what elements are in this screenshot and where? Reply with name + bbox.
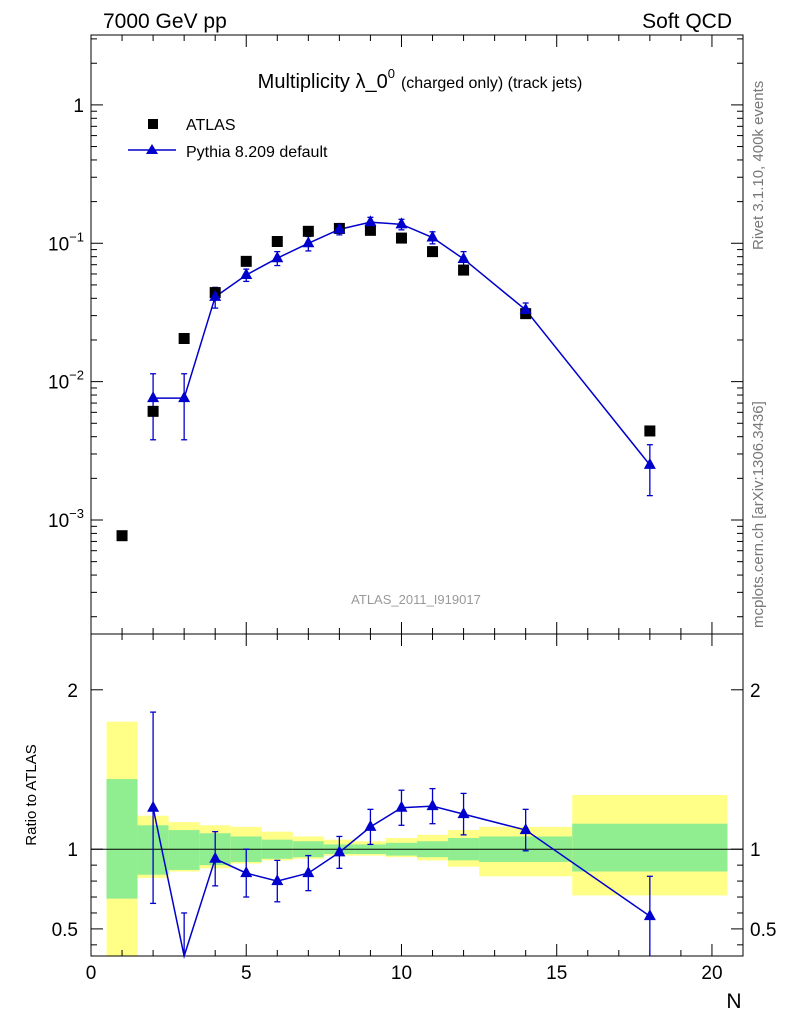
ratio-y-tick-label: 1 xyxy=(67,840,78,861)
main-y-tick-label: 1 xyxy=(73,96,84,117)
ratio-x-tick-label: 20 xyxy=(701,963,722,984)
pythia-point xyxy=(147,391,160,403)
ratio-x-tick-label: 15 xyxy=(546,963,567,984)
pythia-point xyxy=(364,215,377,227)
ratio-y-axis-label: Ratio to ATLAS xyxy=(23,744,40,845)
pythia-point xyxy=(240,267,253,279)
ratio-pythia-point xyxy=(209,851,222,863)
legend-pythia-marker xyxy=(146,144,158,154)
ratio-bands xyxy=(91,721,743,956)
ratio-pythia-point xyxy=(519,823,532,835)
pythia-point xyxy=(271,251,284,263)
ratio-green-band xyxy=(168,830,200,870)
ratio-y-tick-label-right: 0.5 xyxy=(750,920,776,941)
main-y-tick-label: 10−1 xyxy=(48,229,84,255)
ratio-plot-frame xyxy=(90,633,744,957)
legend-pythia-label: Pythia 8.209 default xyxy=(186,144,328,161)
pythia-point xyxy=(426,230,439,242)
chart-title-main: Multiplicity λ_0 xyxy=(258,71,388,93)
ratio-pythia-point xyxy=(364,819,377,831)
pythia-point xyxy=(395,217,408,229)
atlas-point xyxy=(271,235,283,247)
analysis-watermark: ATLAS_2011_I919017 xyxy=(351,592,481,607)
atlas-point xyxy=(427,246,439,258)
atlas-point xyxy=(147,405,159,417)
main-axes: 1 10−1 10−2 10−3 xyxy=(48,35,744,634)
ratio-pythia-point xyxy=(395,800,408,812)
ratio-axes: 0 5 10 15 20 0.5 0.5 1 1 2 2 xyxy=(52,634,776,984)
ratio-pythia-point xyxy=(147,800,160,812)
legend: ATLAS Pythia 8.209 default xyxy=(128,117,328,161)
main-y-tick-label: 10−2 xyxy=(48,368,84,394)
header-right: Soft QCD xyxy=(642,10,732,33)
ratio-x-tick-label: 10 xyxy=(391,963,412,984)
atlas-point xyxy=(178,332,190,344)
atlas-point xyxy=(364,224,376,236)
ratio-y-tick-label: 0.5 xyxy=(52,920,78,941)
pythia-point xyxy=(302,236,315,248)
atlas-point xyxy=(302,225,314,237)
ratio-x-tick-label: 5 xyxy=(241,963,252,984)
ratio-pythia-point xyxy=(457,807,470,819)
legend-atlas-marker xyxy=(148,119,158,129)
ratio-marks xyxy=(147,711,656,959)
pythia-line xyxy=(153,221,651,466)
atlas-point xyxy=(240,255,252,267)
pythia-point xyxy=(209,289,222,301)
main-marks xyxy=(116,215,656,542)
ratio-y-tick-label-right: 1 xyxy=(750,840,761,861)
legend-atlas-label: ATLAS xyxy=(186,117,236,134)
atlas-point xyxy=(458,264,470,276)
x-axis-label: N xyxy=(726,990,741,1013)
main-y-tick-label: 10−3 xyxy=(48,506,84,532)
ratio-green-band xyxy=(572,823,728,872)
chart-title-superscript: 0 xyxy=(388,66,395,81)
pythia-point xyxy=(519,302,532,314)
ratio-pythia-point xyxy=(426,799,439,811)
ratio-y-tick-label: 2 xyxy=(67,681,78,702)
rivet-label: Rivet 3.1.10, 400k events xyxy=(750,81,767,250)
ratio-green-band xyxy=(106,779,138,899)
ratio-pythia-point xyxy=(271,874,284,886)
atlas-point xyxy=(116,530,128,542)
ratio-pythia-point xyxy=(240,866,253,878)
atlas-point xyxy=(644,425,656,437)
ratio-y-tick-label-right: 2 xyxy=(750,681,761,702)
pythia-point xyxy=(333,222,346,234)
chart-title-suffix: (charged only) (track jets) xyxy=(401,75,582,92)
pythia-point xyxy=(457,251,470,263)
ratio-pythia-point xyxy=(302,866,315,878)
header-left: 7000 GeV pp xyxy=(103,10,227,33)
chart-title: Multiplicity λ_00 (charged only) (track j… xyxy=(258,66,583,93)
pythia-point xyxy=(178,391,191,403)
pythia-point xyxy=(643,457,656,469)
ratio-pythia-point xyxy=(333,845,346,857)
ratio-x-tick-label: 0 xyxy=(86,963,97,984)
mcplots-label: mcplots.cern.ch [arXiv:1306.3436] xyxy=(750,401,767,628)
ratio-pythia-point xyxy=(643,909,656,921)
atlas-point xyxy=(395,232,407,244)
